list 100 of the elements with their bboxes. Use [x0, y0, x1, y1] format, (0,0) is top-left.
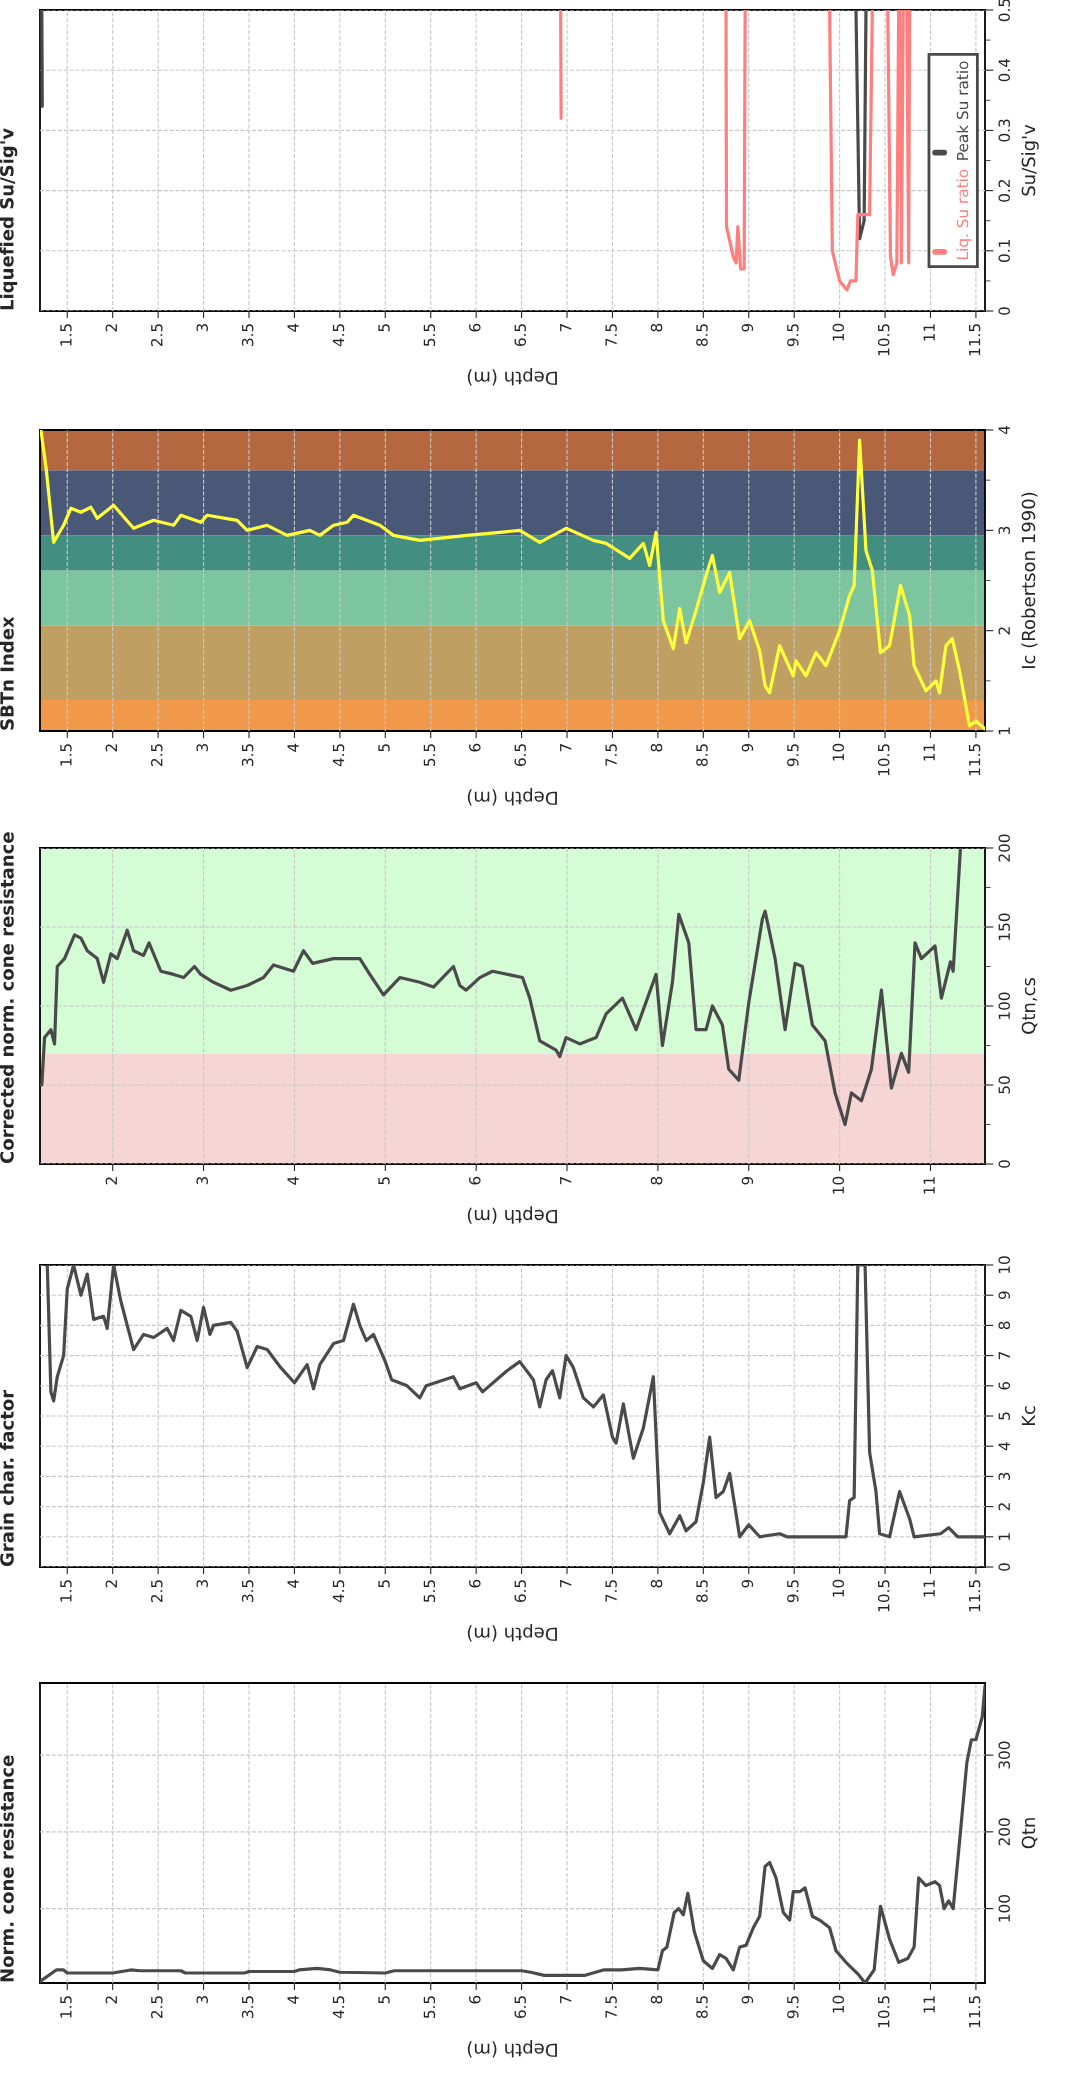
- x-axis-title: Depth (m): [467, 787, 557, 806]
- x-tick-label: 7: [560, 1177, 572, 1185]
- x-tick-label: 10.5: [877, 324, 890, 356]
- x-tick-label: 9: [741, 1579, 754, 1588]
- x-tick-label: 7: [560, 1580, 572, 1588]
- y-tick-label: 100: [998, 992, 1011, 1019]
- x-axis-title: Depth (m): [467, 1206, 557, 1224]
- x-tick-label: 8: [650, 743, 663, 752]
- y-tick-label: 200: [998, 1818, 1011, 1846]
- x-tick-label: 1.5: [60, 1996, 72, 2018]
- x-tick-label: 6.5: [514, 324, 527, 347]
- x-tick-label: 4: [287, 1995, 299, 2004]
- y-axis-title: Kc: [1021, 1406, 1036, 1426]
- x-tick-label: 5.5: [423, 324, 436, 346]
- x-tick-label: 6: [469, 323, 481, 332]
- x-tick-label: 9.5: [787, 1580, 799, 1603]
- x-tick-label: 8: [650, 1176, 663, 1185]
- x-axis-title: Depth (m): [467, 367, 557, 386]
- y-tick-label: 8: [998, 1321, 1011, 1330]
- x-tick-label: 7: [560, 744, 572, 752]
- x-tick-label: 10.5: [877, 1580, 890, 1612]
- y-tick-label: 2: [998, 627, 1010, 635]
- x-tick-label: 3.5: [241, 744, 254, 766]
- x-tick-label: 9: [741, 1995, 754, 2004]
- x-tick-label: 7.5: [605, 324, 617, 346]
- x-tick-label: 10: [832, 1995, 845, 2013]
- y-tick-label: 100: [998, 1895, 1011, 1922]
- x-tick-label: 1.5: [60, 324, 72, 346]
- y-tick-label: 3: [998, 1472, 1011, 1481]
- x-tick-label: 9.5: [787, 1996, 799, 2019]
- y-tick-label: 6: [998, 1381, 1011, 1390]
- x-tick-label: 11.5: [968, 1996, 981, 2028]
- x-tick-label: 10: [832, 1579, 845, 1597]
- y-axis-title: Qtn: [1021, 1818, 1038, 1849]
- text: Liquefied Su/Sig'v: [0, 128, 18, 310]
- x-tick-label: 11: [923, 1996, 935, 2013]
- x-tick-label: 10: [832, 743, 845, 761]
- x-tick-label: 9: [741, 323, 754, 332]
- line-series: [40, 848, 963, 1127]
- y-tick-label: 9: [998, 1291, 1011, 1300]
- x-tick-label: 2: [105, 1177, 117, 1185]
- x-tick-label: 10: [832, 1176, 845, 1194]
- text: SBTn Index: [0, 616, 14, 730]
- x-tick-label: 7: [560, 324, 572, 332]
- line-series: [40, 1684, 985, 1983]
- x-tick-label: 2.5: [151, 744, 163, 766]
- y-tick-label: 0.2: [998, 179, 1011, 202]
- text: Norm. cone resistance: [0, 1755, 14, 1982]
- y-tick-label: 0: [998, 1563, 1011, 1571]
- x-tick-label: 11.5: [968, 324, 981, 356]
- x-tick-label: 11: [923, 324, 935, 341]
- x-tick-label: 4: [287, 1579, 299, 1588]
- y-tick-label: 0: [998, 1160, 1011, 1168]
- x-tick-label: 11.5: [968, 744, 981, 776]
- x-tick-label: 11: [923, 1580, 935, 1597]
- x-tick-label: 4.5: [332, 1580, 345, 1603]
- x-tick-label: 2: [105, 1996, 117, 2004]
- x-tick-label: 6.5: [514, 744, 527, 767]
- text: Liq. Su ratio: [956, 169, 972, 259]
- x-tick-label: 5: [378, 1996, 390, 2004]
- x-tick-label: 9: [741, 743, 754, 752]
- x-tick-label: 9.5: [787, 744, 799, 767]
- y-tick-label: 2: [998, 1503, 1010, 1511]
- y-axis-title: Su/Sig'v: [1021, 124, 1039, 196]
- x-tick-label: 3: [196, 744, 208, 752]
- x-tick-label: 7.5: [605, 1580, 617, 1602]
- x-tick-label: 2: [105, 1580, 117, 1588]
- x-tick-label: 11: [923, 744, 935, 761]
- y-tick-label: 4: [998, 426, 1010, 435]
- x-tick-label: 3: [196, 324, 208, 332]
- x-tick-label: 8: [650, 1579, 663, 1588]
- x-tick-label: 5: [378, 1580, 390, 1588]
- x-tick-label: 2.5: [151, 1996, 163, 2018]
- x-tick-label: 4.5: [332, 744, 345, 767]
- y-tick-label: 7: [998, 1352, 1010, 1360]
- x-tick-label: 2.5: [151, 1580, 163, 1602]
- x-tick-label: 8: [650, 323, 663, 332]
- x-tick-label: 10.5: [877, 1996, 890, 2028]
- x-tick-label: 5: [378, 1177, 390, 1185]
- x-tick-label: 4.5: [332, 1996, 345, 2019]
- x-tick-label: 11.5: [968, 1580, 981, 1612]
- x-tick-label: 5.5: [423, 1996, 436, 2018]
- x-tick-label: 7.5: [605, 744, 617, 766]
- y-tick-label: 10: [998, 1256, 1011, 1274]
- x-axis-title: Depth (m): [467, 2039, 557, 2058]
- y-tick-label: 50: [998, 1076, 1011, 1094]
- x-tick-label: 10.5: [877, 744, 890, 776]
- x-tick-label: 5: [378, 744, 390, 752]
- x-tick-label: 9: [741, 1176, 754, 1185]
- x-tick-label: 3.5: [241, 1996, 254, 2018]
- x-tick-label: 1.5: [60, 744, 72, 766]
- x-tick-label: 3: [196, 1580, 208, 1588]
- x-tick-label: 3: [196, 1996, 208, 2004]
- x-tick-label: 6.5: [514, 1996, 527, 2019]
- x-tick-label: 8.5: [696, 1996, 708, 2019]
- x-tick-label: 3.5: [241, 1580, 254, 1602]
- y-tick-label: 3: [998, 526, 1011, 535]
- x-tick-label: 2: [105, 324, 117, 332]
- x-tick-label: 7: [560, 1996, 572, 2004]
- x-tick-label: 5: [378, 324, 390, 332]
